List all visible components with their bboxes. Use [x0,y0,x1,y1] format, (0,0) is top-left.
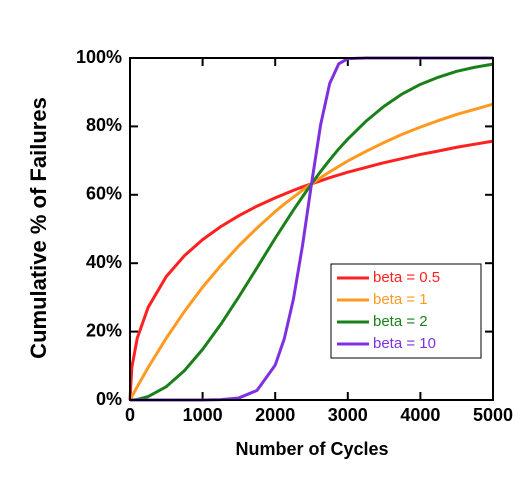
y-tick-label: 100% [76,47,122,67]
y-tick-label: 20% [86,320,122,340]
x-tick-label: 1000 [183,405,223,425]
x-tick-label: 5000 [473,405,513,425]
x-axis-label: Number of Cycles [235,439,388,459]
y-tick-label: 80% [86,115,122,135]
x-tick-label: 0 [125,405,135,425]
series-line [128,139,494,401]
legend-label: beta = 10 [373,335,436,352]
series-line [128,102,494,401]
x-tick-label: 4000 [400,405,440,425]
plot-frame [129,57,494,401]
x-tick-label: 2000 [255,405,295,425]
y-tick-label: 40% [86,252,122,272]
legend-box [330,263,482,359]
x-tick-label: 3000 [328,405,368,425]
y-tick-label: 0% [96,389,122,409]
y-axis-label: Cumulative % of Failures [26,97,51,359]
legend-label: beta = 0.5 [373,269,440,286]
y-tick-label: 60% [86,184,122,204]
legend-label: beta = 2 [373,313,428,330]
series-line [129,62,494,402]
legend-label: beta = 1 [373,291,428,308]
